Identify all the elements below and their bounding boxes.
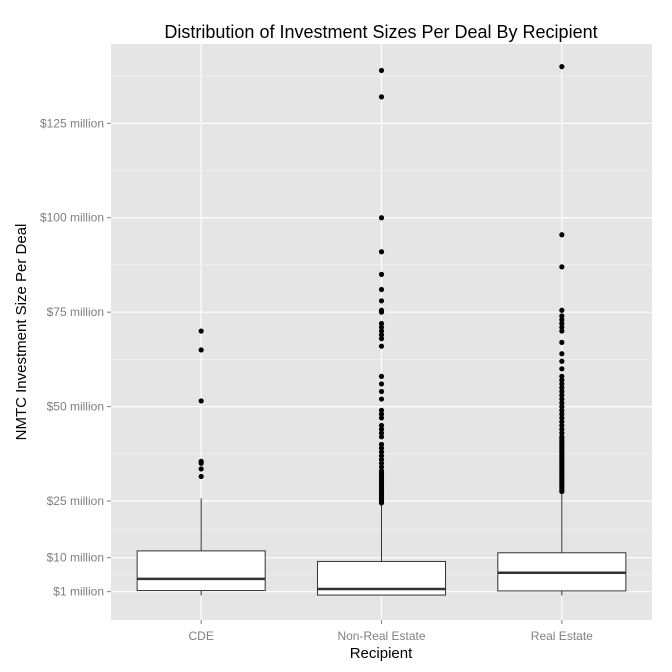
- x-tick-label: CDE: [188, 629, 213, 643]
- y-tick-label: $25 million: [47, 494, 104, 508]
- chart-title: Distribution of Investment Sizes Per Dea…: [164, 22, 597, 42]
- outlier-point: [559, 324, 565, 330]
- outlier-point: [559, 392, 565, 398]
- outlier-point: [378, 67, 385, 74]
- outlier-point: [559, 307, 565, 313]
- outlier-point: [378, 411, 385, 417]
- outlier-point: [559, 358, 565, 364]
- outlier-point: [559, 339, 565, 345]
- y-tick-label: $75 million: [47, 305, 104, 319]
- outlier-point: [378, 445, 385, 451]
- outlier-point: [559, 385, 565, 391]
- outlier-point: [559, 381, 565, 387]
- y-tick-label: $100 million: [40, 211, 104, 225]
- outlier-point: [378, 271, 385, 277]
- outlier-point: [559, 426, 565, 432]
- box-iqr: [136, 550, 266, 592]
- outlier-point: [378, 407, 385, 413]
- y-tick-label: $50 million: [47, 400, 104, 414]
- outlier-point: [378, 373, 385, 379]
- outlier-point: [378, 430, 385, 436]
- y-tick-label: $1 million: [53, 585, 104, 599]
- outlier-point: [378, 456, 385, 463]
- outlier-point: [198, 328, 204, 334]
- outlier-point: [559, 377, 565, 383]
- outlier-point: [559, 366, 565, 372]
- box-group: [316, 67, 447, 596]
- outlier-point: [198, 398, 204, 404]
- box-group: [497, 64, 627, 596]
- outlier-point: [378, 332, 385, 338]
- outlier-point: [378, 396, 385, 402]
- x-axis-ticks: CDE Non-Real Estate Real Estate: [188, 620, 593, 643]
- outlier-point: [559, 419, 565, 425]
- outlier-point: [378, 249, 385, 255]
- outlier-point: [559, 317, 565, 323]
- outlier-point: [378, 426, 385, 432]
- outlier-point: [378, 286, 385, 293]
- x-tick-label: Real Estate: [531, 629, 593, 643]
- x-axis-title: Recipient: [350, 645, 413, 662]
- outlier-point: [559, 351, 565, 357]
- outlier-point: [198, 473, 204, 480]
- y-axis-ticks: $1 million $10 million $25 million $50 mill…: [40, 116, 111, 599]
- y-axis-title: NMTC Investment Size Per Deal: [13, 224, 30, 441]
- outlier-point: [559, 400, 565, 406]
- outlier-point: [559, 422, 565, 429]
- outlier-point: [378, 468, 385, 474]
- y-tick-label: $10 million: [47, 551, 104, 565]
- outlier-point: [378, 441, 385, 447]
- outlier-point: [559, 396, 565, 402]
- box-group: [136, 328, 266, 596]
- outlier-point: [559, 232, 565, 238]
- outlier-point: [378, 381, 385, 387]
- outlier-point: [559, 313, 565, 319]
- outlier-point: [559, 407, 565, 413]
- outlier-point: [378, 336, 385, 342]
- outlier-point: [559, 328, 565, 334]
- outlier-point: [378, 343, 385, 349]
- outlier-point: [198, 458, 204, 464]
- outlier-point: [378, 460, 385, 466]
- outlier-point: [378, 215, 385, 221]
- outlier-point: [378, 453, 385, 459]
- outlier-point: [559, 320, 565, 327]
- outlier-point: [378, 388, 385, 395]
- outlier-point: [559, 64, 565, 70]
- outlier-point: [559, 430, 565, 436]
- y-tick-label: $125 million: [40, 116, 104, 130]
- outlier-point: [378, 449, 385, 455]
- outlier-point: [378, 328, 385, 334]
- outlier-point: [378, 320, 385, 327]
- outlier-point: [378, 422, 385, 429]
- box-series: [136, 64, 627, 596]
- outlier-point: [378, 464, 385, 470]
- outlier-point: [378, 307, 385, 313]
- outlier-point: [559, 264, 565, 270]
- outlier-point: [559, 388, 565, 395]
- outlier-point: [378, 415, 385, 421]
- outlier-point: [198, 347, 204, 353]
- outlier-point: [559, 415, 565, 421]
- outlier-point: [378, 298, 385, 304]
- outlier-point: [378, 324, 385, 330]
- outlier-point: [378, 434, 385, 440]
- outlier-point: [198, 466, 204, 472]
- outlier-point: [559, 373, 565, 379]
- outlier-point: [559, 403, 565, 410]
- outlier-point: [559, 411, 565, 417]
- outlier-point: [559, 434, 565, 440]
- x-tick-label: Non-Real Estate: [337, 629, 425, 643]
- outlier-point: [378, 94, 385, 100]
